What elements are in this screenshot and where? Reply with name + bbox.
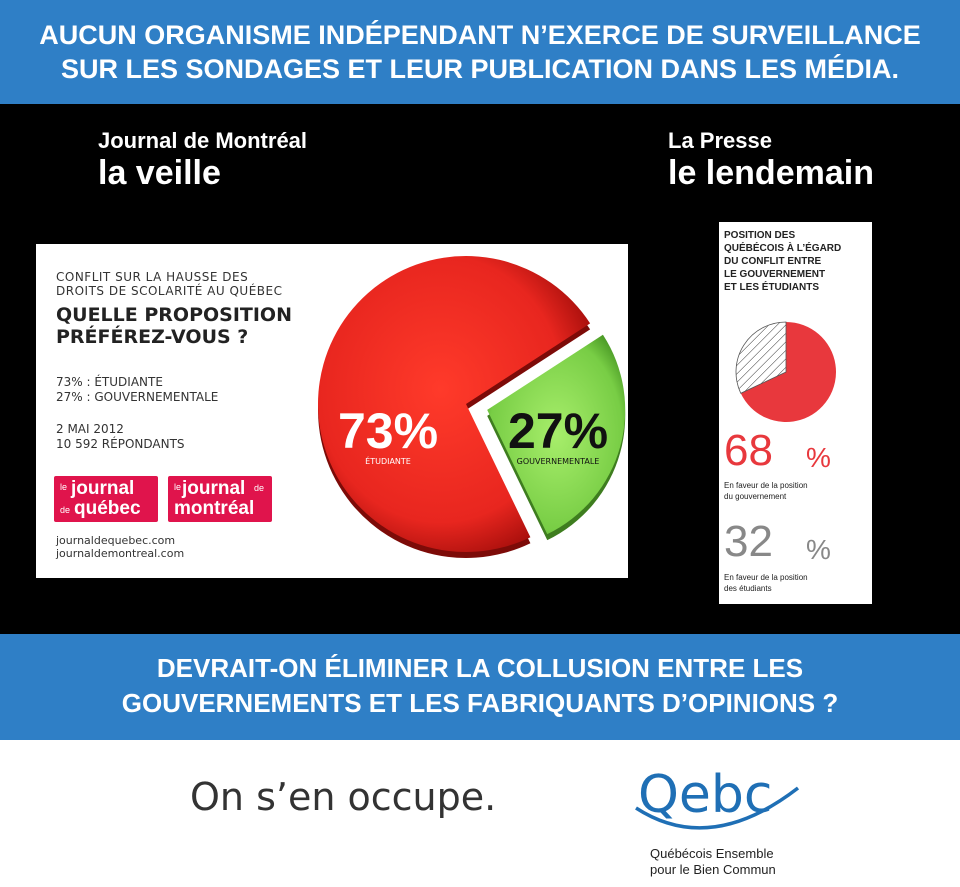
poll-question: QUELLE PROPOSITION PRÉFÉREZ-VOUS ? (56, 304, 292, 348)
la-presse-value-students: 32 (724, 517, 773, 566)
slogan: On s’en occupe. (190, 775, 497, 819)
logo1-journal: journal (71, 478, 135, 499)
la-presse-title-line: ET LES ÉTUDIANTS (724, 282, 820, 293)
poll-question-line2: PRÉFÉREZ-VOUS ? (56, 326, 249, 348)
top-banner-line2: SUR LES SONDAGES ET LEUR PUBLICATION DAN… (60, 54, 900, 84)
slice-label-student: ÉTUDIANTE (365, 455, 411, 466)
logo2-le: le (174, 482, 182, 492)
poll-subtitle-line1: CONFLIT SUR LA HAUSSE DES (56, 270, 249, 284)
pie-slice-government (487, 334, 626, 535)
left-header: Journal de Montréal la veille (98, 128, 307, 192)
caption-line: du gouvernement (724, 492, 787, 501)
la-presse-pct-government: % (806, 442, 831, 473)
la-presse-title-line: QUÉBÉCOIS À L’ÉGARD (724, 243, 842, 254)
poll-date: 2 MAI 2012 (56, 422, 124, 436)
poll-result-government: 27% : GOUVERNEMENTALE (56, 390, 219, 404)
la-presse-poll-card: POSITION DES QUÉBÉCOIS À L’ÉGARD DU CONF… (719, 222, 872, 604)
right-header-timing: le lendemain (668, 154, 874, 192)
la-presse-title-line: DU CONFLIT ENTRE (724, 256, 822, 267)
qebc-tagline-line1: Québécois Ensemble (650, 846, 774, 861)
la-presse-caption-government: En faveur de la position du gouvernement (724, 480, 808, 502)
poll-question-line1: QUELLE PROPOSITION (56, 304, 292, 326)
la-presse-value-government: 68 (724, 426, 773, 475)
logo1-quebec: québec (74, 498, 141, 519)
caption-line: En faveur de la position (724, 481, 808, 490)
slice-label-government: GOUVERNEMENTALE (517, 457, 600, 466)
la-presse-pie-chart (735, 321, 837, 422)
left-header-source: Journal de Montréal (98, 128, 308, 153)
journal-de-quebec-logo: le journal de québec (54, 476, 158, 522)
qebc-tagline-line2: pour le Bien Commun (650, 862, 776, 877)
poll-date-block: 2 MAI 2012 10 592 RÉPONDANTS (56, 422, 185, 452)
poll-urls: journaldequebec.com journaldemontreal.co… (56, 534, 184, 560)
la-presse-title-line: LE GOUVERNEMENT (724, 269, 826, 280)
logo2-montreal: montréal (174, 498, 255, 519)
la-presse-pct-students: % (806, 534, 831, 565)
la-presse-slice-government (740, 322, 837, 422)
journal-de-montreal-logo: le journal de montréal (168, 476, 272, 522)
logo2-journal: journal (182, 478, 246, 499)
right-header-source: La Presse (668, 128, 772, 153)
question-banner: DEVRAIT-ON ÉLIMINER LA COLLUSION ENTRE L… (0, 634, 960, 740)
right-header: La Presse le lendemain (668, 128, 874, 192)
la-presse-title: POSITION DES QUÉBÉCOIS À L’ÉGARD DU CONF… (724, 229, 841, 294)
top-banner: AUCUN ORGANISME INDÉPENDANT N’EXERCE DE … (0, 0, 960, 104)
caption-line: En faveur de la position (724, 573, 808, 582)
la-presse-caption-students: En faveur de la position des étudiants (724, 572, 808, 594)
journal-pie-chart: 73% ÉTUDIANTE 27% GOUVERNEMENTALE (317, 256, 626, 559)
logo1-le: le (60, 482, 68, 492)
journal-poll-card: CONFLIT SUR LA HAUSSE DES DROITS DE SCOL… (36, 244, 628, 578)
logo1-de: de (60, 505, 71, 515)
pie-slice-student (317, 256, 591, 553)
question-banner-line2: GOUVERNEMENTS ET LES FABRIQUANTS D’OPINI… (121, 688, 839, 718)
logo2-de: de (254, 483, 265, 493)
poll-subtitle-line2: DROITS DE SCOLARITÉ AU QUÉBEC (56, 284, 283, 298)
qebc-logo: Qebc Québécois Ensemble pour le Bien Com… (635, 765, 800, 877)
poll-results: 73% : ÉTUDIANTE 27% : GOUVERNEMENTALE (56, 375, 218, 405)
url-journal-de-quebec: journaldequebec.com (56, 534, 176, 547)
la-presse-title-line: POSITION DES (724, 230, 796, 241)
qebc-swoosh (635, 786, 800, 830)
poll-subtitle: CONFLIT SUR LA HAUSSE DES DROITS DE SCOL… (56, 270, 283, 298)
la-presse-slice-students (735, 321, 787, 394)
left-header-timing: la veille (98, 154, 221, 192)
question-banner-line1: DEVRAIT-ON ÉLIMINER LA COLLUSION ENTRE L… (156, 653, 804, 683)
caption-line: des étudiants (724, 584, 772, 593)
top-banner-line1: AUCUN ORGANISME INDÉPENDANT N’EXERCE DE … (39, 20, 921, 50)
poll-result-student: 73% : ÉTUDIANTE (56, 375, 163, 389)
poll-respondents: 10 592 RÉPONDANTS (56, 437, 185, 451)
slice-value-student: 73% (338, 403, 438, 459)
url-journal-de-montreal: journaldemontreal.com (56, 547, 185, 560)
slice-value-government: 27% (508, 403, 608, 459)
